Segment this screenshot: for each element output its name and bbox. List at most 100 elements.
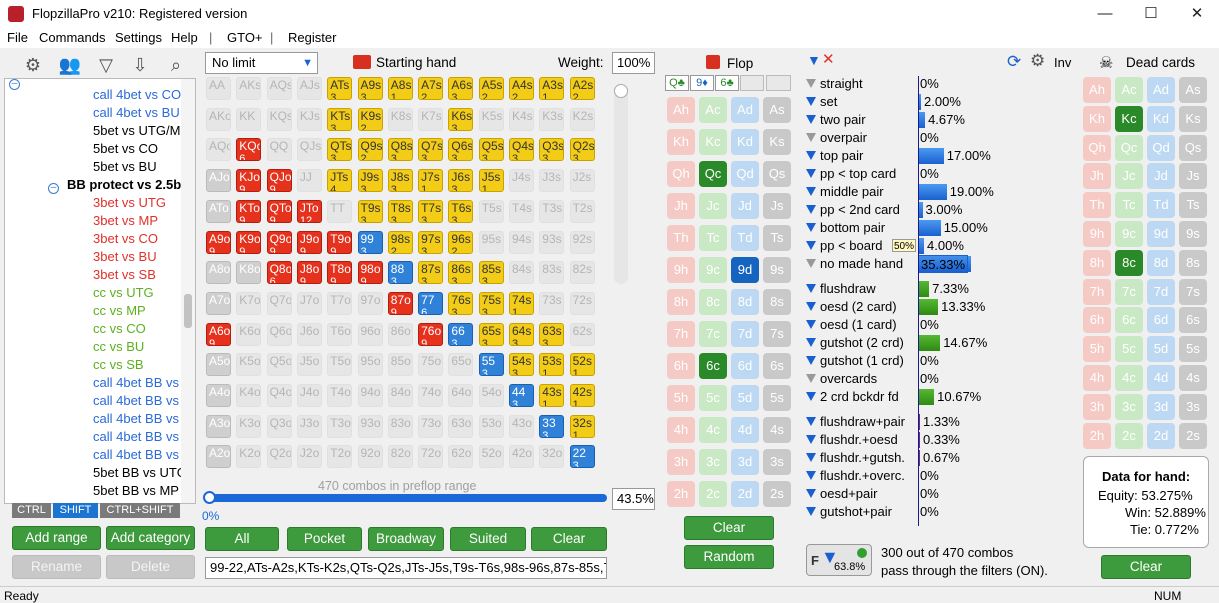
flop-card[interactable]: 5c	[699, 385, 727, 411]
hand-cell[interactable]: KTo 9	[236, 199, 262, 223]
hand-cell[interactable]: A4s 2	[509, 77, 534, 100]
hand-cell[interactable]: ATs 3	[327, 77, 353, 100]
hand-cell[interactable]: 52s 1	[569, 353, 595, 377]
dead-card[interactable]: 4c	[1115, 365, 1143, 391]
stat-label[interactable]: flushdr.+overc.	[806, 467, 905, 485]
stat-label[interactable]: oesd+pair	[806, 485, 877, 503]
funnel-icon[interactable]	[806, 356, 816, 365]
stat-label[interactable]: flushdr.+oesd	[806, 431, 898, 449]
tree-node[interactable]: call 4bet BB vs B	[93, 429, 192, 444]
dead-card[interactable]: Jd	[1147, 163, 1175, 190]
add-range-button[interactable]: Add range	[12, 526, 101, 550]
flop-card[interactable]: Ah	[667, 97, 695, 123]
hand-cell[interactable]: KQo 6	[236, 138, 262, 162]
hand-cell[interactable]: A2s 2	[569, 77, 595, 100]
hand-cell[interactable]: 65s 3	[478, 322, 504, 346]
gear-icon[interactable]: ⚙	[24, 55, 42, 75]
stat-label[interactable]: gutshot (1 crd)	[806, 352, 904, 370]
dead-card[interactable]: 3d	[1147, 393, 1175, 420]
dead-card[interactable]: 4h	[1083, 365, 1111, 391]
dead-card[interactable]: 5h	[1083, 336, 1111, 363]
hand-cell[interactable]: J5o	[296, 353, 322, 377]
flop-random-button[interactable]: Random	[684, 545, 774, 569]
flop-card[interactable]: 6d	[731, 353, 759, 379]
hand-cell[interactable]: 42s 1	[569, 384, 595, 407]
hand-cell[interactable]: 74s 1	[509, 291, 534, 315]
ctrl-modifier[interactable]: CTRL	[12, 503, 51, 518]
hand-cell[interactable]: 63o	[448, 414, 474, 438]
stat-label[interactable]: set	[806, 93, 837, 111]
hand-cell[interactable]: 85o	[387, 353, 413, 377]
hand-cell[interactable]: K6s 3	[448, 107, 474, 131]
hand-cell[interactable]: Q8o 6	[266, 261, 292, 285]
hand-cell[interactable]: J2s	[569, 169, 595, 193]
hand-cell[interactable]: K4o	[236, 384, 262, 407]
funnel-icon[interactable]	[806, 115, 816, 124]
hand-cell[interactable]: J8o 9	[296, 261, 322, 285]
users-icon[interactable]: 👥	[58, 55, 82, 75]
tree-node[interactable]: 3bet vs BU	[93, 249, 157, 264]
hand-cell[interactable]: AQo	[206, 138, 231, 162]
hand-cell[interactable]: KTs 3	[327, 107, 353, 131]
flop-card[interactable]: 2s	[763, 481, 791, 507]
refresh-icon[interactable]: ⟳	[1007, 52, 1022, 71]
close-button[interactable]: ✕	[1190, 5, 1204, 22]
tree-node[interactable]: 5bet BB vs MP	[93, 483, 179, 498]
stat-label[interactable]: straight	[806, 75, 863, 93]
filter-icon[interactable]: ▽	[99, 55, 113, 75]
funnel-icon[interactable]	[806, 453, 816, 462]
flop-card[interactable]: 2c	[699, 481, 727, 507]
hand-cell[interactable]: K2o	[236, 445, 262, 469]
hand-cell[interactable]: 92o	[357, 445, 383, 469]
hand-cell[interactable]: 82s	[569, 261, 595, 285]
funnel-icon[interactable]	[806, 489, 816, 498]
hand-cell[interactable]: 97o	[357, 291, 383, 315]
hand-cell[interactable]: T9o 9	[327, 230, 353, 254]
flop-card[interactable]: 7d	[731, 321, 759, 347]
hand-cell[interactable]: T7o	[327, 291, 353, 315]
stat-label[interactable]: two pair	[806, 111, 866, 129]
tree-node[interactable]: 5bet vs CO	[93, 141, 159, 156]
dead-card[interactable]: 5c	[1115, 336, 1143, 363]
hand-cell[interactable]: 53o	[478, 414, 504, 438]
stat-label[interactable]: no made hand	[806, 255, 903, 273]
hand-cell[interactable]: A6s 3	[448, 77, 474, 100]
collapse-icon[interactable]: –	[48, 183, 59, 194]
hand-cell[interactable]: 84o	[387, 384, 413, 407]
hand-cell[interactable]: K5s	[478, 107, 504, 131]
hand-cell[interactable]: KK	[236, 107, 262, 131]
flop-card[interactable]: As	[763, 97, 791, 123]
flop-card[interactable]: Td	[731, 225, 759, 251]
flop-card[interactable]: 9s	[763, 257, 791, 283]
hand-cell[interactable]: 32o	[539, 445, 565, 469]
tree-node[interactable]: 3bet vs SB	[93, 267, 156, 282]
flop-card[interactable]: Th	[667, 225, 695, 251]
rename-button[interactable]: Rename	[12, 555, 101, 579]
broadway-button[interactable]: Broadway	[368, 527, 444, 551]
funnel-icon[interactable]	[806, 320, 816, 329]
tree-node[interactable]: cc vs UTG	[93, 285, 154, 300]
hand-cell[interactable]: KJo 9	[236, 169, 262, 193]
hand-cell[interactable]: K4s	[509, 107, 534, 131]
pocket-button[interactable]: Pocket	[287, 527, 362, 551]
dead-card[interactable]: Qc	[1115, 134, 1143, 161]
hand-cell[interactable]: 42o	[509, 445, 534, 469]
dead-card[interactable]: 7c	[1115, 278, 1143, 305]
flop-card[interactable]: Ac	[699, 97, 727, 123]
flop-card[interactable]: 3s	[763, 449, 791, 475]
hand-cell[interactable]: 72s	[569, 291, 595, 315]
board-card-river[interactable]	[766, 75, 791, 91]
hand-cell[interactable]: A2o	[206, 445, 231, 469]
hand-cell[interactable]: QTo 9	[266, 199, 292, 223]
dead-card[interactable]: 7d	[1147, 278, 1175, 305]
tree-node[interactable]: 3bet vs CO	[93, 231, 159, 246]
dead-card[interactable]: 5d	[1147, 336, 1175, 363]
hand-cell[interactable]: K5o	[236, 353, 262, 377]
hand-cell[interactable]: T8s 3	[387, 199, 413, 223]
hand-cell[interactable]: J7s 1	[418, 169, 444, 193]
hand-cell[interactable]: Q4s 3	[509, 138, 534, 162]
funnel-icon[interactable]	[806, 374, 816, 383]
hand-cell[interactable]: 93o	[357, 414, 383, 438]
dead-card[interactable]: 4d	[1147, 365, 1175, 391]
hand-cell[interactable]: 73s	[539, 291, 565, 315]
